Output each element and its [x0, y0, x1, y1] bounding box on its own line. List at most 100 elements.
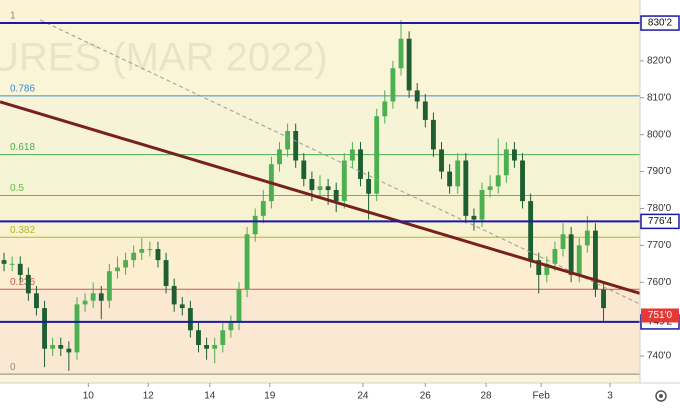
candle-body — [163, 260, 169, 286]
candle-body — [204, 344, 210, 349]
candle-body — [576, 245, 582, 275]
candle-body — [82, 300, 88, 305]
candle-body — [439, 149, 444, 172]
candle-body — [503, 149, 509, 176]
candle-body — [341, 160, 347, 202]
candle-body — [601, 289, 606, 309]
y-tick-label: 740'0 — [647, 351, 672, 362]
candle-body — [593, 230, 598, 290]
candle-body — [552, 249, 558, 264]
candle-body — [131, 252, 137, 261]
candle-body — [58, 344, 64, 349]
candle-body — [398, 38, 404, 69]
candle-body — [374, 116, 380, 194]
time-axis — [0, 383, 640, 409]
price-tag — [640, 15, 680, 31]
candle-body — [382, 101, 388, 117]
settings-icon[interactable] — [655, 390, 667, 402]
watermark: URES (MAR 2022) — [0, 36, 328, 80]
trend-line — [0, 100, 641, 295]
candle-body — [50, 344, 56, 349]
fib-zone — [0, 95, 640, 155]
y-tick-label: 800'0 — [647, 129, 672, 140]
candle-body — [139, 249, 145, 253]
candle-body — [277, 149, 282, 165]
candle-body — [196, 330, 201, 345]
fib-zone — [0, 23, 640, 96]
fib-label: 0.786 — [10, 84, 35, 95]
candle-body — [544, 263, 550, 275]
y-tick-label: 760'0 — [647, 277, 672, 288]
candle-body — [495, 175, 501, 187]
candle-body — [90, 293, 96, 301]
x-tick-label: 24 — [357, 391, 369, 402]
candle-body — [285, 130, 291, 150]
x-tick-label: 14 — [204, 391, 216, 402]
candle-body — [9, 263, 15, 265]
candle-body — [455, 160, 461, 187]
fib-label: 0.5 — [10, 183, 24, 194]
y-tick-label: 820'0 — [647, 56, 672, 67]
x-tick-label: 12 — [143, 391, 155, 402]
fib-zone — [0, 237, 640, 290]
candle-body — [333, 190, 339, 202]
fib-label: 0.618 — [10, 142, 35, 153]
candle-body — [66, 348, 72, 353]
candle-body — [244, 234, 250, 290]
candle-body — [390, 68, 396, 102]
candle-body — [325, 186, 331, 191]
candle-body — [155, 249, 161, 261]
candle-body — [471, 215, 477, 220]
trend-line — [39, 19, 641, 305]
candle-body — [358, 149, 363, 179]
candle-body — [309, 178, 315, 191]
candle-body — [212, 344, 218, 349]
candle-body — [528, 201, 534, 261]
candle-body — [260, 201, 266, 216]
candle-body — [479, 190, 485, 220]
candle-body — [228, 322, 234, 331]
candle-body — [17, 263, 23, 275]
candle-body — [520, 160, 525, 202]
price-axis — [640, 0, 680, 409]
candle-body — [536, 260, 542, 275]
candle-body — [220, 330, 226, 345]
x-tick-label: 26 — [420, 391, 432, 402]
candle-body — [123, 260, 128, 268]
gear-hub[interactable] — [659, 394, 663, 398]
y-tick-label: 770'0 — [647, 240, 672, 251]
x-tick-label: Feb — [533, 391, 551, 402]
candle-body — [463, 160, 469, 216]
x-tick-label: 28 — [481, 391, 493, 402]
candle-body — [115, 267, 120, 272]
price-tag-label: 776'4 — [648, 216, 673, 227]
candle-body — [1, 260, 7, 264]
fib-label: 0.236 — [10, 277, 35, 288]
candle-body — [568, 234, 574, 275]
price-tag — [640, 213, 680, 230]
candle-body — [106, 271, 112, 301]
x-tick-label: 10 — [83, 391, 95, 402]
candle-body — [236, 289, 242, 323]
price-tag-label: 830'2 — [648, 18, 673, 29]
fib-label: 0.382 — [10, 225, 35, 236]
candle-body — [252, 215, 258, 235]
candle-body — [25, 274, 31, 294]
candle-body — [512, 149, 517, 161]
gear[interactable] — [655, 390, 667, 402]
x-tick-label: 19 — [264, 391, 276, 402]
candle-body — [187, 308, 193, 331]
candle-body — [430, 119, 436, 150]
fib-zone — [0, 195, 640, 238]
y-tick-label: 790'0 — [647, 166, 672, 177]
candle-body — [42, 308, 47, 349]
candle-body — [414, 90, 420, 102]
fib-zone — [0, 289, 640, 375]
candle-body — [98, 293, 104, 301]
y-tick-label: 780'0 — [647, 203, 672, 214]
fib-label: 0 — [10, 362, 16, 373]
candle-body — [301, 160, 307, 179]
candle-body — [422, 101, 428, 120]
candle-body — [293, 130, 299, 161]
